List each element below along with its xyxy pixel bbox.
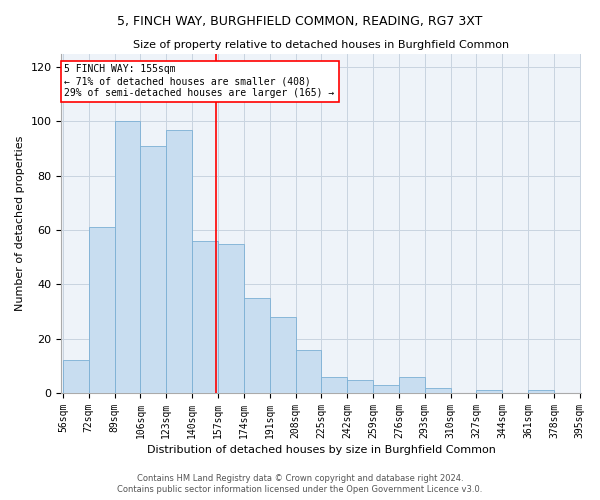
X-axis label: Distribution of detached houses by size in Burghfield Common: Distribution of detached houses by size … (147, 445, 496, 455)
Bar (166, 130, 192, 393)
Bar (528, 390, 554, 393)
Bar (373, 385, 399, 393)
Y-axis label: Number of detached properties: Number of detached properties (15, 136, 25, 311)
Bar (115, 122, 140, 393)
Bar (63, 360, 89, 393)
Bar (269, 317, 296, 393)
Bar (347, 380, 373, 393)
Bar (192, 241, 218, 393)
Bar (476, 390, 502, 393)
Bar (296, 350, 322, 393)
Bar (425, 388, 451, 393)
Bar (89, 228, 115, 393)
Bar (322, 377, 347, 393)
Text: 5 FINCH WAY: 155sqm
← 71% of detached houses are smaller (408)
29% of semi-detac: 5 FINCH WAY: 155sqm ← 71% of detached ho… (64, 64, 335, 98)
Bar (399, 377, 425, 393)
Bar (218, 244, 244, 393)
Bar (244, 298, 269, 393)
Title: Size of property relative to detached houses in Burghfield Common: Size of property relative to detached ho… (133, 40, 509, 50)
Text: 5, FINCH WAY, BURGHFIELD COMMON, READING, RG7 3XT: 5, FINCH WAY, BURGHFIELD COMMON, READING… (118, 15, 482, 28)
Bar (140, 146, 166, 393)
Text: Contains HM Land Registry data © Crown copyright and database right 2024.
Contai: Contains HM Land Registry data © Crown c… (118, 474, 482, 494)
